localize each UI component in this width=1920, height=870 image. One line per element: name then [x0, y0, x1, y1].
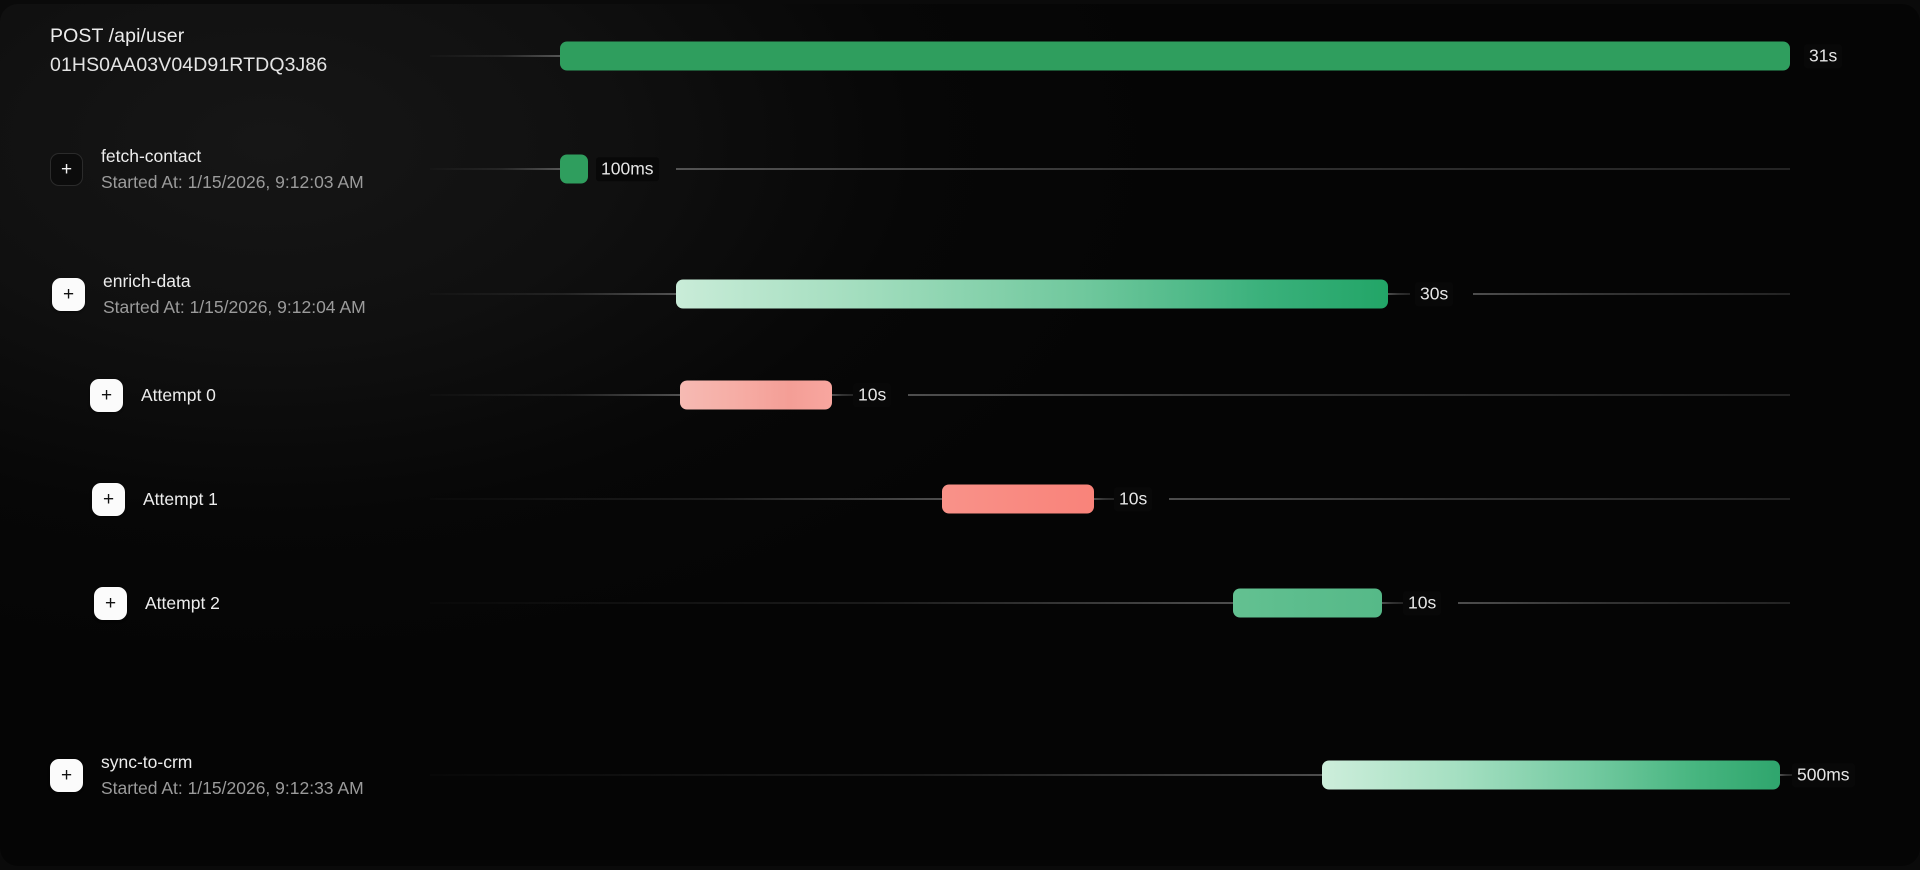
duration-bar-attempt-1[interactable]	[942, 484, 1094, 514]
trace-header: POST /api/user 01HS0AA03V04D91RTDQ3J86	[50, 22, 470, 80]
duration-bar-enrich-data[interactable]	[676, 279, 1388, 309]
connector-line-lead	[430, 168, 560, 170]
connector-line-lead	[430, 774, 1322, 776]
page-title: POST /api/user	[50, 25, 185, 47]
connector-line-mid	[1780, 774, 1793, 776]
row-label-attempt-2[interactable]: + Attempt 2	[0, 564, 430, 642]
expander-toggle-enrich-data[interactable]: +	[52, 277, 85, 311]
timeline-track-enrich-data: 30s	[430, 255, 1790, 333]
timeline-row-attempt-0[interactable]: + Attempt 0 10s	[0, 356, 1920, 434]
timeline-track-fetch-contact: 100ms	[430, 130, 1790, 208]
expander-toggle-attempt-2[interactable]: +	[94, 586, 127, 620]
span-name-sync-to-crm: sync-to-crm	[101, 752, 193, 772]
timeline-track-attempt-0: 10s	[430, 356, 1790, 434]
connector-line-lead	[430, 293, 676, 295]
row-text-attempt-2: Attempt 2	[145, 590, 220, 616]
timeline-track-sync-to-crm: 500ms	[430, 736, 1855, 814]
span-started-at-sync-to-crm: Started At: 1/15/2026, 9:12:33 AM	[101, 778, 364, 798]
duration-label-sync-to-crm: 500ms	[1792, 763, 1855, 787]
expander-toggle-fetch-contact[interactable]: +	[50, 152, 83, 186]
duration-bar-attempt-2[interactable]	[1233, 588, 1382, 618]
connector-line-mid	[1388, 293, 1410, 295]
connector-line-lead	[430, 498, 942, 500]
timeline-row-attempt-2[interactable]: + Attempt 2 10s	[0, 564, 1920, 642]
duration-bar-attempt-0[interactable]	[680, 380, 832, 410]
row-text-attempt-1: Attempt 1	[143, 486, 218, 512]
connector-line-mid	[832, 394, 854, 396]
timeline-row-enrich-data[interactable]: + enrich-data Started At: 1/15/2026, 9:1…	[0, 255, 1920, 333]
connector-line-mid	[1382, 602, 1404, 604]
timeline-row-root: 31s	[0, 17, 1920, 95]
span-started-at-fetch-contact: Started At: 1/15/2026, 9:12:03 AM	[101, 172, 364, 192]
connector-line-lead	[430, 55, 560, 57]
connector-line-tail	[1473, 293, 1790, 295]
expander-toggle-sync-to-crm[interactable]: +	[50, 758, 83, 792]
connector-line-lead	[430, 602, 1233, 604]
row-text-fetch-contact: fetch-contact Started At: 1/15/2026, 9:1…	[101, 143, 364, 195]
connector-line-mid	[1094, 498, 1116, 500]
expander-toggle-attempt-0[interactable]: +	[90, 378, 123, 412]
timeline-track-root: 31s	[430, 17, 1843, 95]
row-label-enrich-data[interactable]: + enrich-data Started At: 1/15/2026, 9:1…	[0, 255, 430, 333]
duration-label-attempt-2: 10s	[1403, 591, 1442, 615]
timeline-row-fetch-contact[interactable]: + fetch-contact Started At: 1/15/2026, 9…	[0, 130, 1920, 208]
row-label-fetch-contact[interactable]: + fetch-contact Started At: 1/15/2026, 9…	[0, 130, 430, 208]
connector-line-tail	[676, 168, 1790, 170]
duration-bar-sync-to-crm[interactable]	[1322, 760, 1780, 790]
row-text-enrich-data: enrich-data Started At: 1/15/2026, 9:12:…	[103, 268, 366, 320]
timeline-row-attempt-1[interactable]: + Attempt 1 10s	[0, 460, 1920, 538]
connector-line-tail	[908, 394, 1790, 396]
timeline-track-attempt-2: 10s	[430, 564, 1790, 642]
row-label-attempt-1[interactable]: + Attempt 1	[0, 460, 430, 538]
timeline-row-sync-to-crm[interactable]: + sync-to-crm Started At: 1/15/2026, 9:1…	[0, 736, 1920, 814]
trace-waterfall-panel: POST /api/user 01HS0AA03V04D91RTDQ3J86 3…	[0, 4, 1920, 866]
duration-label-attempt-0: 10s	[853, 383, 892, 407]
duration-label-attempt-1: 10s	[1114, 487, 1153, 511]
span-name-enrich-data: enrich-data	[103, 271, 191, 291]
span-name-attempt-1: Attempt 1	[143, 489, 218, 509]
duration-label-root: 31s	[1804, 44, 1843, 68]
row-label-attempt-0[interactable]: + Attempt 0	[0, 356, 430, 434]
trace-id: 01HS0AA03V04D91RTDQ3J86	[50, 54, 328, 76]
duration-bar-root[interactable]	[560, 41, 1790, 71]
timeline-track-attempt-1: 10s	[430, 460, 1790, 538]
span-name-attempt-0: Attempt 0	[141, 385, 216, 405]
span-started-at-enrich-data: Started At: 1/15/2026, 9:12:04 AM	[103, 297, 366, 317]
connector-line-lead	[430, 394, 680, 396]
duration-label-fetch-contact: 100ms	[596, 157, 659, 181]
duration-bar-fetch-contact[interactable]	[560, 154, 588, 184]
row-label-sync-to-crm[interactable]: + sync-to-crm Started At: 1/15/2026, 9:1…	[0, 736, 430, 814]
duration-label-enrich-data: 30s	[1415, 282, 1454, 306]
span-name-attempt-2: Attempt 2	[145, 593, 220, 613]
row-text-sync-to-crm: sync-to-crm Started At: 1/15/2026, 9:12:…	[101, 749, 364, 801]
row-text-attempt-0: Attempt 0	[141, 382, 216, 408]
expander-toggle-attempt-1[interactable]: +	[92, 482, 125, 516]
connector-line-tail	[1169, 498, 1790, 500]
span-name-fetch-contact: fetch-contact	[101, 146, 202, 166]
connector-line-tail	[1458, 602, 1790, 604]
